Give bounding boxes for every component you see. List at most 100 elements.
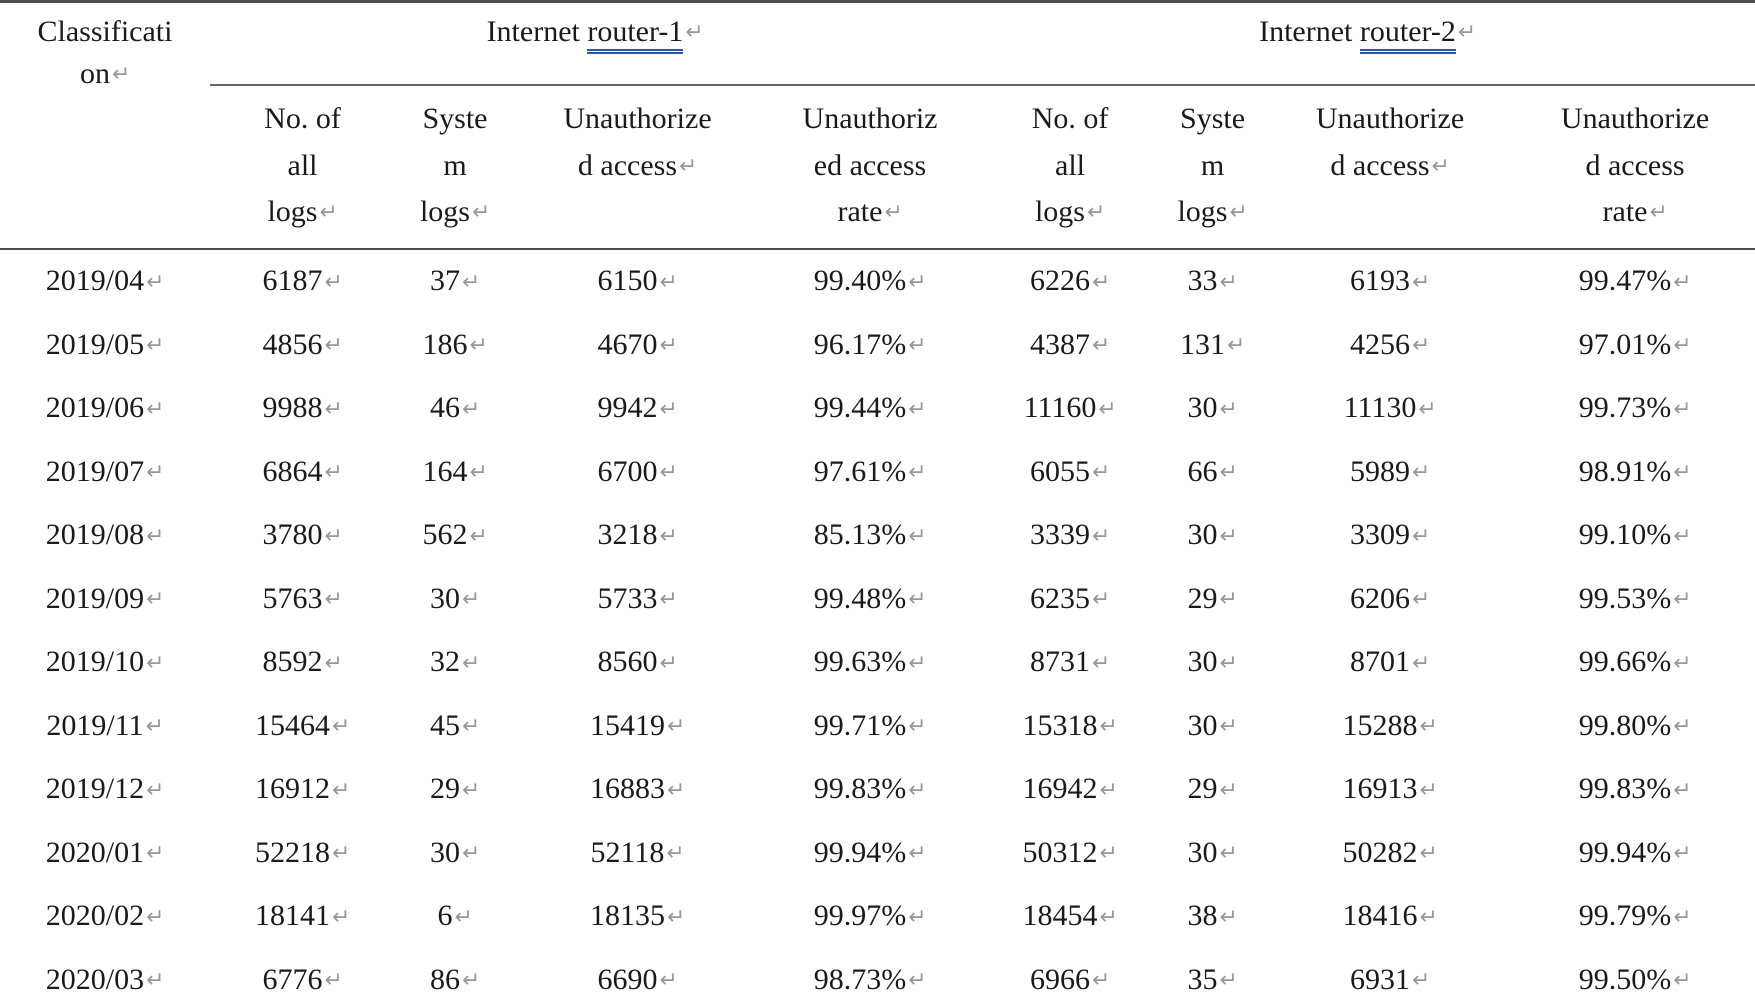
column-header-label: No. of all logs <box>1031 102 1109 228</box>
cell-value: 29 <box>1187 772 1218 806</box>
value-cell: 11160↵ <box>980 377 1160 441</box>
column-header-label: Syste m logs <box>419 102 488 228</box>
classification-header: Classificati on↵ <box>0 1 210 250</box>
cell-value: 6226 <box>1029 264 1090 298</box>
table-row: 2020/01↵ 52218↵ 30↵ 52118↵ 99.94%↵ 50312… <box>0 821 1755 885</box>
column-header-r2-system-logs: Syste m logs↵ <box>1160 85 1266 250</box>
value-cell: 164↵ <box>395 440 515 504</box>
paragraph-mark-icon: ↵ <box>1099 904 1118 930</box>
cell-value: 15419 <box>589 708 665 742</box>
paragraph-mark-icon: ↵ <box>1086 200 1106 226</box>
value-cell: 32↵ <box>395 631 515 695</box>
cell-value: 99.63% <box>813 645 907 679</box>
cell-value: 30 <box>1187 708 1218 742</box>
value-cell: 99.50%↵ <box>1515 948 1755 999</box>
table-row: 2019/12↵ 16912↵ 29↵ 16883↵ 99.83%↵ 16942… <box>0 758 1755 822</box>
value-cell: 46↵ <box>395 377 515 441</box>
row-label-cell: 2020/02↵ <box>0 885 210 949</box>
paragraph-mark-icon: ↵ <box>324 269 343 295</box>
value-cell: 35↵ <box>1160 948 1265 999</box>
paragraph-mark-icon: ↵ <box>1419 777 1438 803</box>
cell-value: 5763 <box>262 581 323 615</box>
value-cell: 96.17%↵ <box>760 313 980 377</box>
cell-value: 30 <box>429 835 460 869</box>
value-cell: 29↵ <box>395 758 515 822</box>
paragraph-mark-icon: ↵ <box>469 523 488 549</box>
paragraph-mark-icon: ↵ <box>1099 714 1118 740</box>
paragraph-mark-icon: ↵ <box>659 968 678 994</box>
cell-value: 97.01% <box>1578 327 1672 361</box>
cell-value: 98.91% <box>1578 454 1672 488</box>
cell-value: 11160 <box>1023 391 1097 425</box>
value-cell: 30↵ <box>1160 694 1265 758</box>
cell-value: 66 <box>1187 454 1218 488</box>
value-cell: 5763↵ <box>210 567 395 631</box>
value-cell: 16913↵ <box>1265 758 1515 822</box>
paragraph-mark-icon: ↵ <box>1673 968 1692 994</box>
paragraph-mark-icon: ↵ <box>1673 396 1692 422</box>
value-cell: 30↵ <box>1160 377 1265 441</box>
paragraph-mark-icon: ↵ <box>659 333 678 359</box>
cell-value: 38 <box>1187 899 1218 933</box>
table-row: 2019/11↵ 15464↵ 45↵ 15419↵ 99.71%↵ 15318… <box>0 694 1755 758</box>
value-cell: 6235↵ <box>980 567 1160 631</box>
row-label: 2019/10 <box>45 645 145 679</box>
router-1-link[interactable]: router-1 <box>587 15 684 54</box>
value-cell: 85.13%↵ <box>760 504 980 568</box>
value-cell: 18416↵ <box>1265 885 1515 949</box>
value-cell: 16883↵ <box>515 758 760 822</box>
paragraph-mark-icon: ↵ <box>146 777 165 803</box>
value-cell: 99.94%↵ <box>1515 821 1755 885</box>
cell-value: 46 <box>429 391 460 425</box>
cell-value: 30 <box>429 581 460 615</box>
paragraph-mark-icon: ↵ <box>908 650 927 676</box>
router-1-header-prefix: Internet <box>486 15 588 48</box>
paragraph-mark-icon: ↵ <box>324 523 343 549</box>
value-cell: 98.73%↵ <box>760 948 980 999</box>
paragraph-mark-icon: ↵ <box>1673 269 1692 295</box>
cell-value: 3780 <box>262 518 323 552</box>
paragraph-mark-icon: ↵ <box>1411 968 1431 994</box>
value-cell: 4670↵ <box>515 313 760 377</box>
value-cell: 15464↵ <box>210 694 395 758</box>
value-cell: 99.47%↵ <box>1515 249 1755 314</box>
paragraph-mark-icon: ↵ <box>1091 523 1111 549</box>
value-cell: 99.10%↵ <box>1515 504 1755 568</box>
value-cell: 6055↵ <box>980 440 1160 504</box>
router-2-link[interactable]: router-2 <box>1359 15 1456 54</box>
row-label: 2019/12 <box>45 772 145 806</box>
router-2-header-prefix: Internet <box>1259 15 1360 48</box>
paragraph-mark-icon: ↵ <box>146 587 165 613</box>
value-cell: 99.66%↵ <box>1515 631 1755 695</box>
row-label: 2020/01 <box>45 835 145 869</box>
paragraph-mark-icon: ↵ <box>1673 714 1692 740</box>
cell-value: 6931 <box>1349 962 1410 996</box>
paragraph-mark-icon: ↵ <box>146 396 165 422</box>
paragraph-mark-icon: ↵ <box>145 714 164 740</box>
value-cell: 6187↵ <box>210 249 395 314</box>
value-cell: 45↵ <box>395 694 515 758</box>
cell-value: 37 <box>429 264 460 298</box>
paragraph-mark-icon: ↵ <box>324 396 343 422</box>
cell-value: 16942 <box>1022 772 1098 806</box>
cell-value: 99.10% <box>1578 518 1672 552</box>
value-cell: 8560↵ <box>515 631 760 695</box>
paragraph-mark-icon: ↵ <box>1418 396 1437 422</box>
cell-value: 8731 <box>1029 645 1090 679</box>
table-row: 2019/09↵ 5763↵ 30↵ 5733↵ 99.48%↵ 6235↵ 2… <box>0 567 1755 631</box>
paragraph-mark-icon: ↵ <box>146 650 165 676</box>
value-cell: 30↵ <box>395 821 515 885</box>
value-cell: 99.94%↵ <box>760 821 980 885</box>
cell-value: 18141 <box>254 899 330 933</box>
row-label: 2019/05 <box>45 327 145 361</box>
value-cell: 11130↵ <box>1265 377 1515 441</box>
cell-value: 50312 <box>1022 835 1098 869</box>
paragraph-mark-icon: ↵ <box>331 904 351 930</box>
paragraph-mark-icon: ↵ <box>884 200 903 226</box>
cell-value: 18416 <box>1342 899 1418 933</box>
row-label-cell: 2020/03↵ <box>0 948 210 999</box>
value-cell: 99.97%↵ <box>760 885 980 949</box>
value-cell: 18141↵ <box>210 885 395 949</box>
paragraph-mark-icon: ↵ <box>1673 777 1692 803</box>
row-label: 2019/09 <box>45 581 145 615</box>
